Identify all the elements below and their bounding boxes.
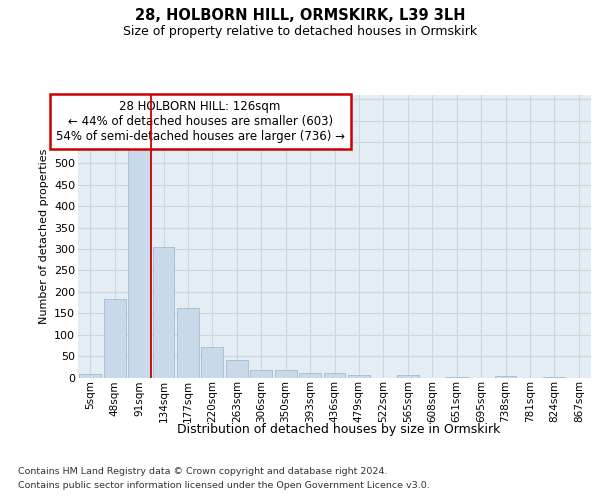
Bar — [397, 376, 419, 378]
Bar — [128, 148, 150, 378]
Bar — [348, 374, 370, 378]
Bar — [494, 376, 517, 378]
Text: Contains HM Land Registry data © Crown copyright and database right 2024.: Contains HM Land Registry data © Crown c… — [18, 468, 388, 476]
Bar — [79, 374, 101, 378]
Bar — [202, 346, 223, 378]
Bar — [323, 373, 346, 378]
Bar — [226, 360, 248, 378]
Bar — [446, 376, 467, 378]
Bar — [152, 247, 175, 378]
Bar — [275, 370, 296, 378]
Bar — [299, 373, 321, 378]
Bar — [250, 370, 272, 378]
Text: Contains public sector information licensed under the Open Government Licence v3: Contains public sector information licen… — [18, 481, 430, 490]
Bar — [104, 299, 125, 378]
Text: Size of property relative to detached houses in Ormskirk: Size of property relative to detached ho… — [123, 25, 477, 38]
Text: 28, HOLBORN HILL, ORMSKIRK, L39 3LH: 28, HOLBORN HILL, ORMSKIRK, L39 3LH — [135, 8, 465, 24]
Text: Distribution of detached houses by size in Ormskirk: Distribution of detached houses by size … — [178, 422, 500, 436]
Y-axis label: Number of detached properties: Number of detached properties — [38, 148, 49, 324]
Text: 28 HOLBORN HILL: 126sqm
← 44% of detached houses are smaller (603)
54% of semi-d: 28 HOLBORN HILL: 126sqm ← 44% of detache… — [56, 100, 344, 143]
Bar — [177, 308, 199, 378]
